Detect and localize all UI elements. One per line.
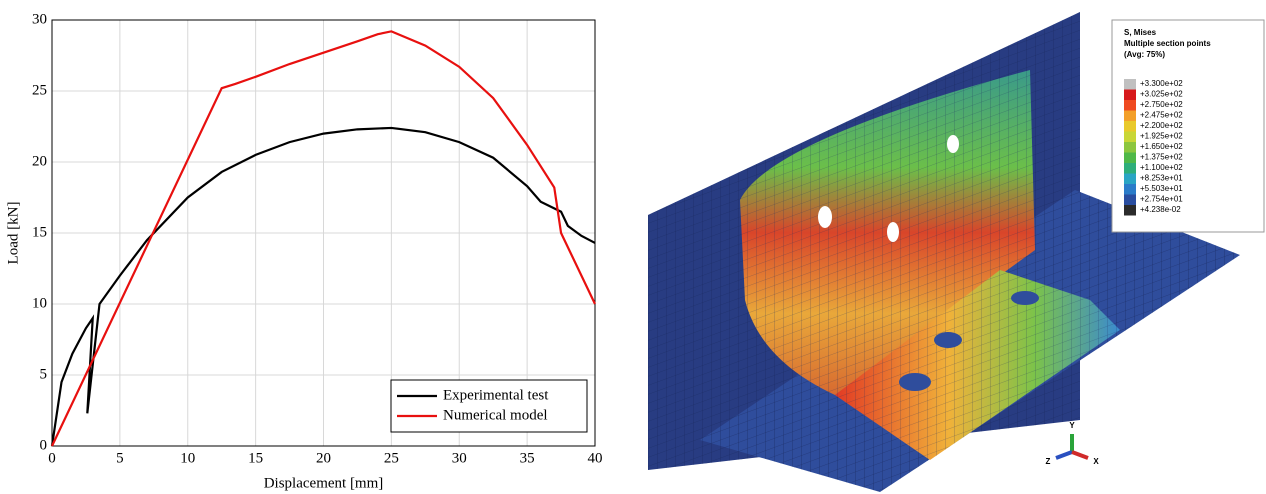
legend-box <box>390 379 588 433</box>
horizontal-contour-mesh <box>835 270 1120 460</box>
color-swatch <box>1124 152 1136 163</box>
legend-title: S, Mises <box>1124 28 1157 37</box>
level-label: +3.300e+02 <box>1140 79 1183 88</box>
axis-y: Y <box>1069 421 1075 430</box>
x-tick-label: 20 <box>316 450 331 466</box>
level-label: +1.375e+02 <box>1140 153 1183 162</box>
level-label: +4.238e-02 <box>1140 205 1181 214</box>
level-label: +8.253e+01 <box>1140 174 1183 183</box>
x-tick-label: 5 <box>116 450 124 466</box>
legend-label: Experimental test <box>443 387 549 403</box>
color-swatch <box>1124 163 1136 174</box>
color-swatch <box>1124 110 1136 121</box>
y-tick-label: 25 <box>32 82 47 98</box>
y-tick-label: 10 <box>32 295 47 311</box>
series-line <box>50 126 596 447</box>
hole <box>887 222 899 242</box>
level-label: +2.200e+02 <box>1140 121 1183 130</box>
level-label: +1.100e+02 <box>1140 163 1183 172</box>
level-label: +1.925e+02 <box>1140 132 1183 141</box>
color-swatch <box>1124 131 1136 142</box>
hole <box>947 135 959 153</box>
color-swatch <box>1124 100 1136 111</box>
level-label: +2.475e+02 <box>1140 111 1183 120</box>
y-axis-label: Load [kN] <box>5 202 21 265</box>
y-tick-label: 15 <box>32 224 47 240</box>
level-label: +5.503e+01 <box>1140 184 1183 193</box>
x-tick-label: 25 <box>384 450 399 466</box>
y-tick-label: 5 <box>40 366 48 382</box>
x-tick-label: 10 <box>180 450 195 466</box>
series-line <box>51 30 596 447</box>
color-swatch <box>1124 79 1136 90</box>
legend-label: Numerical model <box>443 407 548 423</box>
plot-frame <box>51 19 596 447</box>
y-tick-label: 20 <box>32 153 47 169</box>
triad <box>1055 434 1089 460</box>
x-tick-label: 35 <box>520 450 535 466</box>
color-swatch <box>1124 121 1136 132</box>
hole <box>1011 291 1039 305</box>
contour-legend: S, Mises Multiple section points (Avg: 75%… <box>1111 19 1265 233</box>
y-tick-label: 0 <box>40 437 48 453</box>
x-tick-label: 40 <box>588 450 603 466</box>
line-chart: 0 5 10 15 20 25 30 0 5 10 15 20 25 30 35 40 Displacement… <box>5 11 602 491</box>
level-label: +2.754e+01 <box>1140 195 1183 204</box>
color-swatch <box>1124 205 1136 216</box>
hole <box>934 332 962 348</box>
y-tick-label: 30 <box>32 11 47 27</box>
level-label: +2.750e+02 <box>1140 100 1183 109</box>
hole <box>818 206 832 228</box>
color-swatch <box>1124 173 1136 184</box>
color-swatch <box>1124 184 1136 195</box>
fe-model: Y Z X <box>648 12 1240 492</box>
axis-x: X <box>1093 457 1099 466</box>
color-swatch <box>1124 194 1136 205</box>
color-swatch <box>1124 89 1136 100</box>
x-tick-label: 0 <box>48 450 56 466</box>
legend-title: (Avg: 75%) <box>1124 50 1165 59</box>
color-swatch <box>1124 142 1136 153</box>
level-label: +3.025e+02 <box>1140 90 1183 99</box>
legend-title: Multiple section points <box>1124 39 1211 48</box>
legend-box <box>1111 19 1265 233</box>
x-tick-label: 30 <box>452 450 467 466</box>
x-tick-label: 15 <box>248 450 263 466</box>
level-label: +1.650e+02 <box>1140 142 1183 151</box>
x-axis-label: Displacement [mm] <box>264 475 384 491</box>
axis-z: Z <box>1046 457 1051 466</box>
hole <box>899 373 931 391</box>
